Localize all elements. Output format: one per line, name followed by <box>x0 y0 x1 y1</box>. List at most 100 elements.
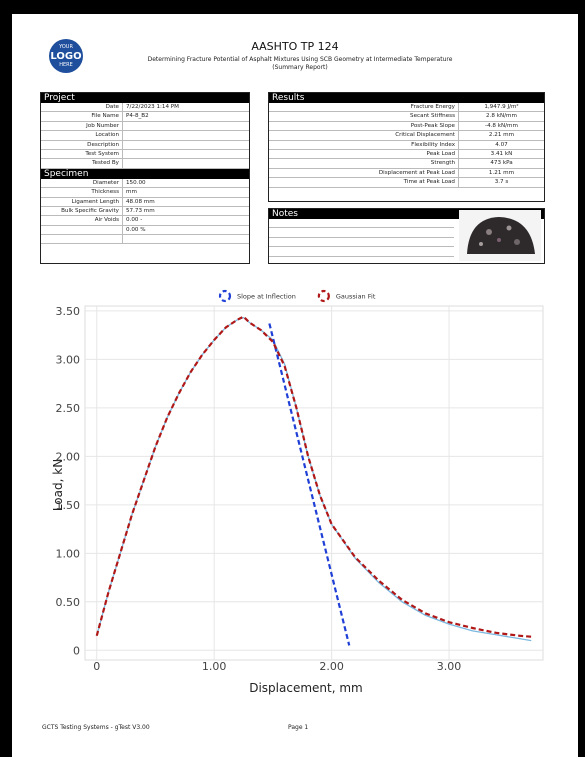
row-label: Post-Peak Slope <box>269 121 459 131</box>
row-value: 2.21 mm <box>488 132 515 139</box>
row-value: 473 kPa <box>490 160 513 167</box>
row-value: 150.00 <box>126 179 146 186</box>
table-row: Post-Peak Slope -4.8 kN/mm <box>269 121 544 132</box>
notes-lines <box>269 219 454 257</box>
logo-text: HERE <box>59 62 73 68</box>
row-label: Secant Stiffness <box>269 112 459 121</box>
row-value: 3.7 s <box>494 179 509 186</box>
row-label: Job Number <box>41 121 123 131</box>
section-header: Results <box>269 93 544 103</box>
table-row <box>41 235 249 245</box>
row-label: Ligament Length <box>41 197 123 206</box>
row-label: Flexibility Index <box>269 140 459 149</box>
table-row: Tested By <box>41 159 249 169</box>
notes-panel: Notes <box>268 208 545 264</box>
table-row: Thickness mm <box>41 188 249 198</box>
data-line <box>95 315 532 638</box>
legend-swatch <box>218 289 232 303</box>
y-axis-label: Load, kN <box>51 459 65 511</box>
notes-line <box>269 228 454 238</box>
y-tick-label: 0 <box>73 644 80 657</box>
table-row: Job Number <box>41 121 249 132</box>
table-row: Critical Displacement 2.21 mm <box>269 131 544 141</box>
y-tick-label: 1.00 <box>56 547 81 560</box>
y-tick-label: 2.00 <box>56 450 81 463</box>
logo-text: LOGO <box>50 51 81 62</box>
row-label: Location <box>41 131 123 140</box>
section-header: Specimen <box>41 168 249 179</box>
x-tick-label: 2.00 <box>319 660 344 673</box>
row-value: 1.21 mm <box>488 169 515 176</box>
row-label: Fracture Energy <box>269 103 459 112</box>
row-value: 4.07 <box>495 141 508 148</box>
table-row: Flexibility Index 4.07 <box>269 140 544 150</box>
y-tick-label: 3.00 <box>56 353 81 366</box>
row-label: Date <box>41 103 123 112</box>
table-row: Secant Stiffness 2.8 kN/mm <box>269 112 544 122</box>
row-label: Peak Load <box>269 149 459 159</box>
table-row: Location <box>41 131 249 141</box>
y-tick-label: 1.50 <box>56 499 81 512</box>
row-label: Bulk Specific Gravity <box>41 206 123 216</box>
table: Date 7/22/2023 1:14 PM File Name P4-8_B2 Job… <box>41 103 249 169</box>
table-row: Test System <box>41 149 249 160</box>
row-label <box>41 225 123 235</box>
row-label: Description <box>41 140 123 149</box>
table-row: Air Voids 0.00 - <box>41 216 249 226</box>
row-value: 7/22/2023 1:14 PM <box>126 104 179 110</box>
table-row: Ligament Length 48.08 mm <box>41 197 249 207</box>
plot-area <box>84 305 544 661</box>
table-row: Displacement at Peak Load 1.21 mm <box>269 168 544 179</box>
row-label: Diameter <box>41 178 123 188</box>
row-label: Time at Peak Load <box>269 178 459 187</box>
report-title: AASHTO TP 124 <box>251 40 339 53</box>
row-value: 0.00 - <box>126 217 143 224</box>
row-label: Air Voids <box>41 216 123 225</box>
row-value: 1,947.9 J/m² <box>484 104 519 110</box>
y-tick-label: 0.50 <box>56 596 81 609</box>
x-tick-label: 3.00 <box>437 660 462 673</box>
report-subtitle: Determining Fracture Potential of Asphal… <box>147 56 453 71</box>
table: Diameter 150.00 Thickness mm Ligament Length… <box>41 178 249 245</box>
y-tick-label: 3.50 <box>56 305 81 318</box>
footer-page: Page 1 <box>288 724 309 731</box>
results-panel: Results Fracture Energy 1,947.9 J/m² Secan… <box>268 92 545 202</box>
data-line <box>268 323 351 646</box>
table-row: Date 7/22/2023 1:14 PM <box>41 103 249 113</box>
row-label: Displacement at Peak Load <box>269 168 459 178</box>
row-label: Thickness <box>41 188 123 197</box>
logo: YOUR LOGO HERE <box>49 39 83 73</box>
table-row: Peak Load 3.41 kN <box>269 149 544 160</box>
table-row: Strength 473 kPa <box>269 159 544 169</box>
row-value: -4.8 kN/mm <box>485 122 518 129</box>
row-value: 2.8 kN/mm <box>486 113 517 120</box>
table-row: Fracture Energy 1,947.9 J/m² <box>269 103 544 113</box>
table-row: Bulk Specific Gravity 57.73 mm <box>41 206 249 217</box>
x-tick-label: 1.00 <box>202 660 227 673</box>
notes-line <box>269 219 454 229</box>
logo-text: YOUR <box>58 44 73 50</box>
row-value: 48.08 mm <box>126 198 155 205</box>
section-header: Project <box>41 93 249 103</box>
specimen-photo <box>459 210 541 261</box>
row-value: 3.41 kN <box>490 150 513 157</box>
row-label <box>41 235 123 244</box>
y-tick-label: 2.50 <box>56 402 81 415</box>
table-row: File Name P4-8_B2 <box>41 112 249 122</box>
row-label: Strength <box>269 159 459 168</box>
legend-label: Slope at Inflection <box>237 293 296 301</box>
legend-swatch <box>317 289 330 303</box>
notes-line <box>269 238 454 248</box>
project-panel: Project Date 7/22/2023 1:14 PM File Name P4… <box>40 92 250 264</box>
row-label: File Name <box>41 112 123 121</box>
row-label: Test System <box>41 149 123 159</box>
x-axis-label: Displacement, mm <box>249 681 363 695</box>
table-row: Diameter 150.00 <box>41 178 249 189</box>
row-label: Tested By <box>41 159 123 168</box>
table-row: Time at Peak Load 3.7 s <box>269 178 544 188</box>
x-tick-label: 0 <box>93 660 100 673</box>
legend-label: Gaussian Fit <box>336 293 376 301</box>
row-value: P4-8_B2 <box>126 113 149 120</box>
